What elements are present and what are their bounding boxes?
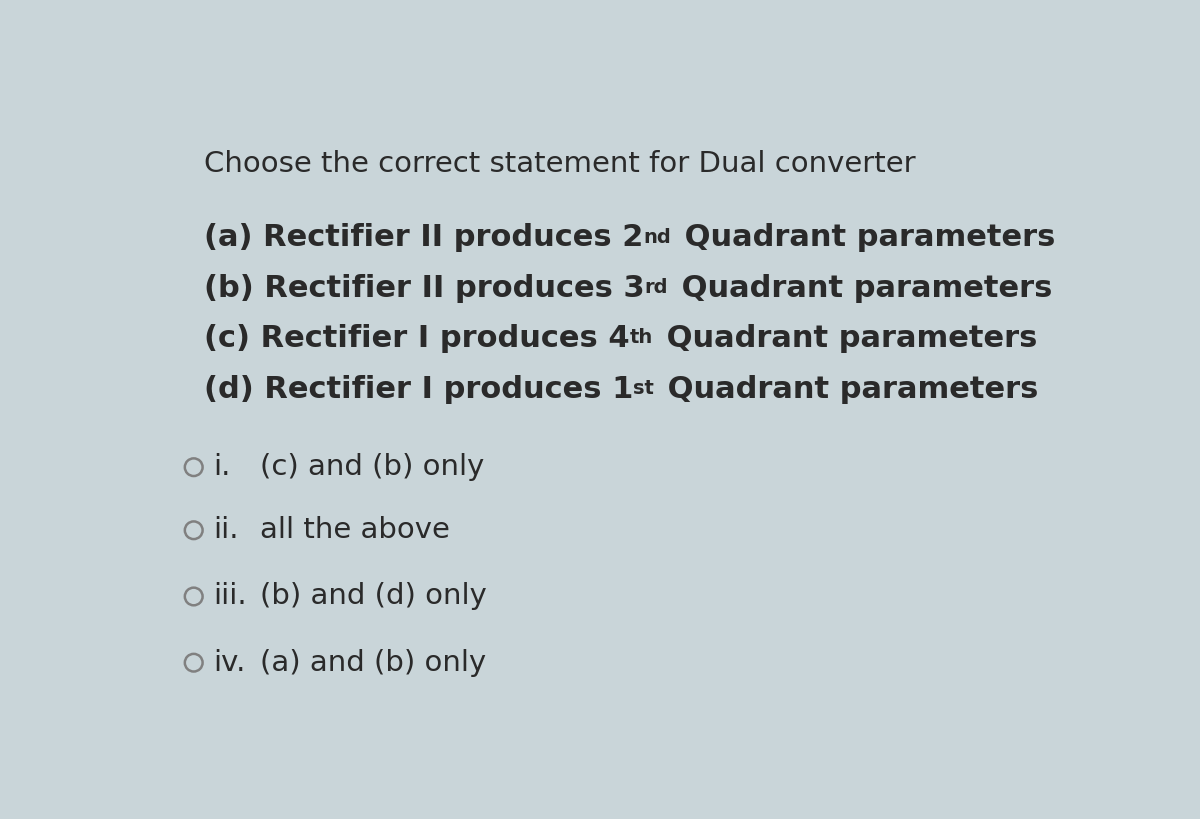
Text: ii.: ii. bbox=[214, 516, 239, 545]
Text: iii.: iii. bbox=[214, 582, 247, 610]
Text: (c) Rectifier I produces 4: (c) Rectifier I produces 4 bbox=[204, 324, 630, 353]
Text: th: th bbox=[630, 328, 653, 347]
Text: Quadrant parameters: Quadrant parameters bbox=[655, 324, 1037, 353]
Text: iv.: iv. bbox=[214, 649, 246, 676]
Text: (b) and (d) only: (b) and (d) only bbox=[259, 582, 487, 610]
Text: i.: i. bbox=[214, 453, 230, 482]
Text: (d) Rectifier I produces 1: (d) Rectifier I produces 1 bbox=[204, 375, 634, 404]
Text: all the above: all the above bbox=[259, 516, 450, 545]
Text: (a) and (b) only: (a) and (b) only bbox=[259, 649, 486, 676]
Text: (c) and (b) only: (c) and (b) only bbox=[259, 453, 484, 482]
Text: Quadrant parameters: Quadrant parameters bbox=[671, 274, 1052, 303]
Text: (b) Rectifier II produces 3: (b) Rectifier II produces 3 bbox=[204, 274, 644, 303]
Text: Quadrant parameters: Quadrant parameters bbox=[656, 375, 1038, 404]
Text: rd: rd bbox=[644, 278, 668, 297]
Text: Quadrant parameters: Quadrant parameters bbox=[674, 224, 1055, 252]
Text: st: st bbox=[634, 379, 654, 398]
Text: Choose the correct statement for Dual converter: Choose the correct statement for Dual co… bbox=[204, 151, 916, 179]
Text: nd: nd bbox=[643, 228, 671, 247]
Text: (a) Rectifier II produces 2: (a) Rectifier II produces 2 bbox=[204, 224, 643, 252]
